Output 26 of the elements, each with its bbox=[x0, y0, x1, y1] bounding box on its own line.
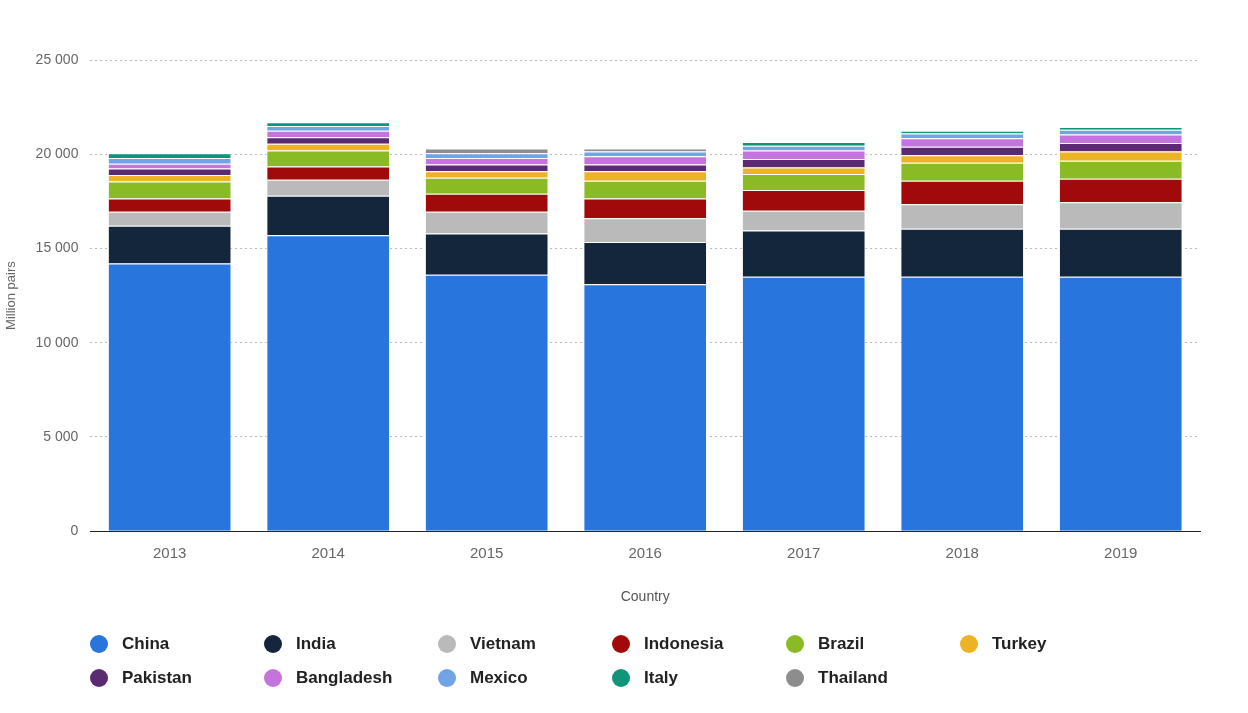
y-tick-label: 0 bbox=[70, 522, 79, 539]
x-tick-label: 2016 bbox=[628, 544, 662, 562]
x-tick-label: 2017 bbox=[787, 544, 821, 562]
y-tick-label: 20 000 bbox=[35, 145, 79, 162]
x-tick-label: 2013 bbox=[152, 544, 187, 562]
legend-label: India bbox=[296, 634, 336, 654]
y-tick-label: 25 000 bbox=[35, 50, 79, 67]
legend-label: Pakistan bbox=[122, 668, 192, 688]
x-axis-title: Country bbox=[620, 588, 670, 605]
x-tick-label: 2018 bbox=[945, 544, 979, 562]
y-tick-label: 15 000 bbox=[35, 239, 79, 256]
legend-label: Turkey bbox=[992, 634, 1047, 654]
legend-label: Bangladesh bbox=[296, 668, 393, 688]
legend-label: Indonesia bbox=[644, 634, 724, 654]
legend-label: Mexico bbox=[470, 668, 528, 688]
x-tick-label: 2015 bbox=[470, 544, 504, 562]
y-tick-label: 10 000 bbox=[35, 333, 79, 350]
legend-label: Vietnam bbox=[470, 634, 536, 654]
legend-label: Thailand bbox=[818, 668, 888, 688]
x-tick-label: 2014 bbox=[311, 544, 345, 562]
y-tick-label: 5 000 bbox=[43, 427, 79, 444]
x-tick-label: 2019 bbox=[1104, 544, 1138, 562]
legend-label: Brazil bbox=[818, 634, 865, 654]
legend-label: Italy bbox=[644, 668, 679, 688]
y-axis-title: Million pairs bbox=[3, 260, 19, 330]
legend-label: China bbox=[122, 634, 170, 654]
